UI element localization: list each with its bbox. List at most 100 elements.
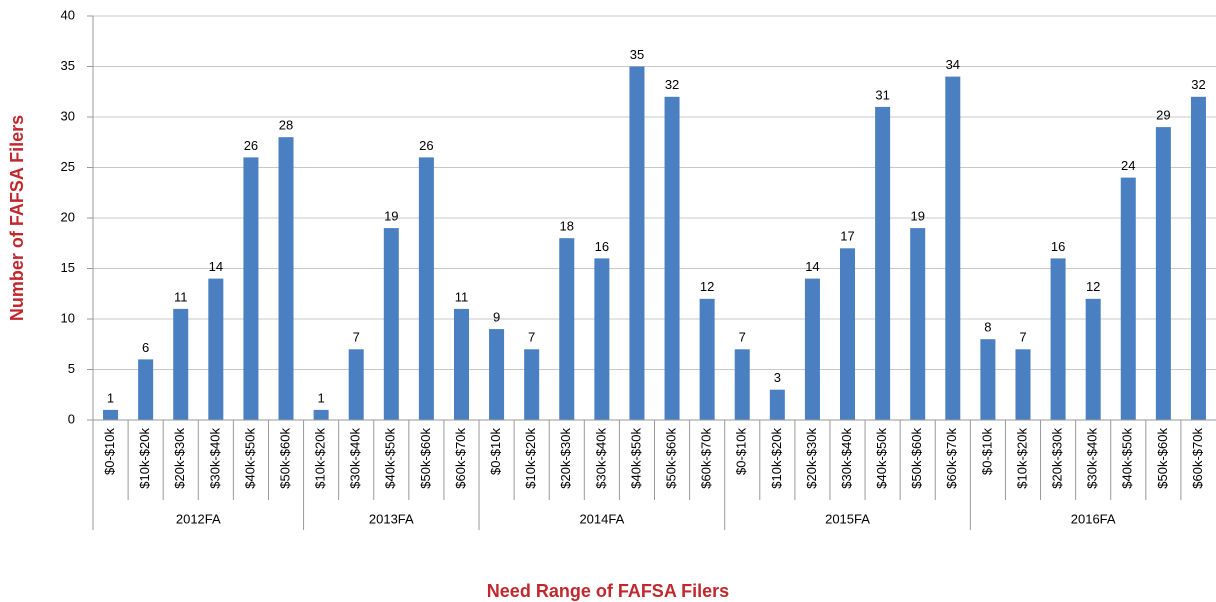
x-tick-label: $20k-$30k [172, 428, 187, 489]
x-tick-label: $10k-$20k [313, 428, 328, 489]
x-tick-label: $40k-$50k [1120, 428, 1135, 489]
bar [945, 76, 961, 420]
value-label: 18 [560, 219, 574, 234]
bar [138, 359, 154, 420]
bar [348, 349, 364, 420]
y-tick-label: 15 [61, 260, 75, 275]
bar [664, 96, 680, 421]
bar [910, 228, 926, 420]
x-tick-label: $10k-$20k [523, 428, 538, 489]
x-tick-label: $20k-$30k [558, 428, 573, 489]
value-label: 19 [910, 209, 924, 224]
value-label: 7 [739, 330, 746, 345]
bar [1015, 349, 1031, 420]
x-tick-label: $50k-$60k [909, 428, 924, 489]
group-label: 2012FA [176, 511, 221, 526]
x-tick-label: $40k-$50k [383, 428, 398, 489]
x-tick-label: $10k-$20k [1014, 428, 1029, 489]
bar [559, 238, 575, 420]
x-tick-label: $0-$10k [734, 428, 749, 475]
x-tick-label: $40k-$50k [242, 428, 257, 489]
x-tick-label: $60k-$70k [453, 428, 468, 489]
bar [208, 278, 224, 420]
bar [313, 409, 329, 420]
y-tick-label: 0 [68, 411, 75, 426]
x-tick-label: $40k-$50k [874, 428, 889, 489]
bar [769, 389, 785, 420]
x-tick-label: $60k-$70k [1190, 428, 1205, 489]
value-label: 24 [1121, 158, 1135, 173]
value-label: 7 [528, 330, 535, 345]
x-tick-label: $0-$10k [979, 428, 994, 475]
value-label: 12 [700, 279, 714, 294]
y-tick-label: 30 [61, 108, 75, 123]
value-label: 9 [493, 310, 500, 325]
x-tick-label: $60k-$70k [699, 428, 714, 489]
bar [173, 308, 189, 420]
y-tick-label: 35 [61, 58, 75, 73]
value-label: 32 [1191, 77, 1205, 92]
y-tick-label: 5 [68, 361, 75, 376]
bar [804, 278, 820, 420]
bar [1050, 258, 1066, 420]
value-label: 31 [875, 87, 889, 102]
x-tick-label: $30k-$40k [1085, 428, 1100, 489]
value-label: 1 [317, 390, 324, 405]
x-tick-label: $50k-$60k [1155, 428, 1170, 489]
value-label: 11 [174, 289, 188, 304]
x-tick-label: $60k-$70k [944, 428, 959, 489]
y-axis-title: Number of FAFSA Filers [7, 115, 27, 321]
y-tick-label: 40 [61, 7, 75, 22]
bar [1120, 177, 1136, 420]
bar [489, 329, 505, 420]
value-label: 17 [840, 229, 854, 244]
value-label: 29 [1156, 108, 1170, 123]
bar [699, 298, 715, 420]
value-label: 3 [774, 370, 781, 385]
value-label: 16 [595, 239, 609, 254]
group-label: 2014FA [579, 511, 624, 526]
x-tick-label: $50k-$60k [418, 428, 433, 489]
x-tick-label: $50k-$60k [277, 428, 292, 489]
y-tick-label: 25 [61, 159, 75, 174]
value-label: 28 [279, 118, 293, 133]
value-label: 16 [1051, 239, 1065, 254]
x-tick-label: $30k-$40k [593, 428, 608, 489]
x-tick-label: $30k-$40k [207, 428, 222, 489]
value-label: 7 [353, 330, 360, 345]
bar [980, 339, 996, 420]
x-tick-label: $10k-$20k [769, 428, 784, 489]
group-label: 2015FA [825, 511, 870, 526]
value-label: 26 [244, 138, 258, 153]
x-tick-label: $20k-$30k [804, 428, 819, 489]
value-label: 32 [665, 77, 679, 92]
x-axis-title: Need Range of FAFSA Filers [487, 581, 729, 601]
value-label: 7 [1019, 330, 1026, 345]
value-label: 14 [209, 259, 223, 274]
value-label: 1 [107, 390, 114, 405]
bar [383, 228, 399, 420]
group-label: 2016FA [1071, 511, 1116, 526]
bar [103, 409, 119, 420]
group-label: 2013FA [369, 511, 414, 526]
y-tick-label: 20 [61, 209, 75, 224]
x-tick-label: $0-$10k [102, 428, 117, 475]
x-tick-label: $40k-$50k [628, 428, 643, 489]
x-tick-label: $20k-$30k [1050, 428, 1065, 489]
x-tick-label: $0-$10k [488, 428, 503, 475]
value-label: 8 [984, 320, 991, 335]
x-tick-label: $50k-$60k [663, 428, 678, 489]
bar [1190, 96, 1206, 421]
x-tick-label: $10k-$20k [137, 428, 152, 489]
bar [278, 137, 294, 420]
value-label: 35 [630, 47, 644, 62]
bar [629, 66, 645, 420]
bar [840, 248, 856, 420]
value-label: 19 [384, 209, 398, 224]
x-tick-label: $30k-$40k [839, 428, 854, 489]
bar [1155, 127, 1171, 420]
bar [453, 308, 469, 420]
bar [418, 157, 434, 420]
bar [875, 106, 891, 421]
